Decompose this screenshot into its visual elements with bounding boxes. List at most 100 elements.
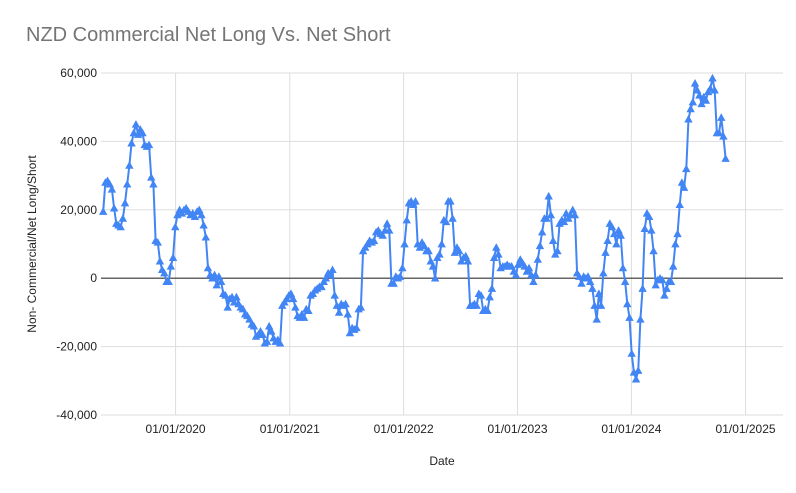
- data-point-marker: [651, 280, 660, 289]
- data-point-marker: [398, 263, 407, 272]
- data-point-marker: [492, 243, 501, 251]
- data-point-marker: [149, 179, 158, 188]
- data-point-marker: [570, 210, 580, 219]
- data-point-marker: [116, 222, 125, 231]
- data-point-marker: [369, 236, 379, 244]
- y-tick-label: 20,000: [60, 203, 97, 217]
- data-point-marker: [334, 308, 344, 316]
- data-point-marker: [529, 277, 538, 285]
- data-point-marker: [249, 321, 259, 330]
- data-point-marker: [533, 255, 542, 263]
- chart-title: NZD Commercial Net Long Vs. Net Short: [26, 24, 391, 46]
- data-point-marker: [487, 284, 497, 292]
- data-point-marker: [164, 277, 173, 285]
- data-point-marker: [168, 253, 178, 262]
- data-point-marker: [599, 268, 608, 277]
- data-point-marker: [424, 246, 433, 255]
- data-point-marker: [577, 279, 586, 287]
- data-point-marker: [127, 138, 136, 147]
- y-tick-label: 60,000: [60, 66, 97, 80]
- data-point-marker: [697, 99, 706, 108]
- data-point-marker: [382, 219, 392, 227]
- data-point-marker: [695, 91, 704, 99]
- data-point-marker: [435, 250, 444, 258]
- data-point-marker: [326, 270, 335, 279]
- x-tick-label: 01/01/2020: [146, 422, 206, 436]
- data-point-marker: [585, 277, 595, 285]
- data-point-marker: [147, 173, 156, 181]
- data-point-marker: [668, 262, 678, 270]
- data-point-marker: [690, 79, 700, 87]
- y-tick-label: 0: [90, 271, 97, 285]
- data-point-marker: [129, 128, 138, 137]
- data-point-marker: [631, 374, 641, 383]
- data-point-marker: [428, 262, 438, 270]
- data-point-marker: [489, 253, 499, 262]
- data-point-marker: [153, 238, 162, 246]
- data-point-marker: [98, 207, 108, 215]
- data-point-marker: [171, 222, 180, 231]
- data-point-marker: [660, 291, 669, 299]
- data-point-marker: [131, 120, 141, 128]
- data-point-marker: [638, 284, 647, 292]
- data-point-marker: [190, 212, 200, 220]
- data-point-marker: [446, 197, 455, 205]
- data-point-marker: [125, 161, 134, 169]
- data-point-marker: [623, 299, 632, 308]
- data-point-marker: [627, 349, 636, 357]
- data-point-marker: [199, 220, 208, 229]
- data-point-marker: [448, 214, 457, 222]
- data-point-marker: [109, 203, 119, 212]
- data-point-marker: [454, 246, 464, 255]
- data-point-marker: [610, 229, 619, 238]
- data-point-marker: [686, 104, 695, 113]
- data-point-marker: [201, 232, 211, 241]
- data-point-marker: [155, 256, 165, 265]
- data-point-marker: [612, 239, 621, 248]
- data-point-marker: [230, 297, 239, 306]
- data-point-marker: [671, 239, 680, 248]
- data-point-marker: [721, 154, 730, 162]
- data-point-marker: [658, 275, 667, 284]
- data-point-marker: [166, 262, 176, 270]
- data-point-marker: [710, 85, 719, 94]
- data-point-marker: [264, 321, 274, 330]
- data-point-marker: [559, 217, 569, 226]
- data-point-marker: [634, 366, 643, 374]
- y-tick-label: -20,000: [56, 340, 97, 354]
- data-point-marker: [717, 113, 726, 121]
- data-point-marker: [592, 315, 601, 323]
- series-group: [98, 73, 730, 383]
- data-point-marker: [607, 222, 617, 231]
- data-point-marker: [430, 274, 440, 282]
- data-point-marker: [675, 200, 684, 209]
- data-point-marker: [160, 268, 169, 277]
- data-point-marker: [441, 217, 451, 226]
- data-point-marker: [107, 185, 117, 193]
- data-point-marker: [356, 303, 366, 311]
- data-point-marker: [144, 140, 154, 149]
- x-axis-ticks: 01/01/2020 01/01/2021 01/01/2022 01/01/2023…: [146, 422, 776, 436]
- data-point-marker: [197, 210, 206, 219]
- y-tick-label: 40,000: [60, 134, 97, 148]
- data-point-marker: [378, 231, 387, 239]
- data-point-marker: [542, 214, 551, 222]
- data-point-marker: [548, 236, 558, 244]
- data-point-marker: [601, 248, 610, 256]
- x-tick-label: 01/01/2022: [374, 422, 434, 436]
- data-point-marker: [400, 239, 409, 248]
- data-point-marker: [616, 231, 625, 239]
- data-point-marker: [352, 323, 361, 332]
- y-axis-title: Non- Commercial/Net Long/Short: [25, 155, 39, 333]
- data-point-marker: [625, 313, 634, 321]
- data-point-marker: [258, 330, 267, 338]
- data-point-marker: [402, 215, 411, 224]
- data-point-marker: [120, 198, 130, 207]
- data-point-marker: [688, 97, 698, 106]
- x-axis-title: Date: [429, 454, 455, 468]
- data-point-marker: [673, 229, 682, 238]
- data-point-marker: [706, 84, 715, 92]
- data-point-marker: [343, 309, 352, 318]
- data-point-marker: [588, 284, 597, 292]
